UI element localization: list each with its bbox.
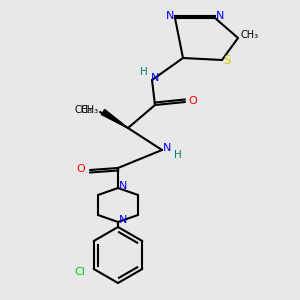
- Text: CH₃: CH₃: [75, 105, 93, 115]
- Text: N: N: [119, 181, 127, 191]
- Text: N: N: [119, 215, 127, 225]
- Text: O: O: [189, 96, 197, 106]
- Text: N: N: [166, 11, 174, 21]
- Text: H: H: [174, 150, 182, 160]
- Text: CH₃: CH₃: [81, 105, 99, 115]
- Polygon shape: [101, 110, 128, 128]
- Text: CH₃: CH₃: [241, 30, 259, 40]
- Text: O: O: [76, 164, 85, 174]
- Text: S: S: [223, 53, 231, 67]
- Text: N: N: [216, 11, 224, 21]
- Text: Cl: Cl: [74, 267, 85, 277]
- Text: N: N: [163, 143, 171, 153]
- Text: N: N: [151, 73, 159, 83]
- Text: H: H: [140, 67, 148, 77]
